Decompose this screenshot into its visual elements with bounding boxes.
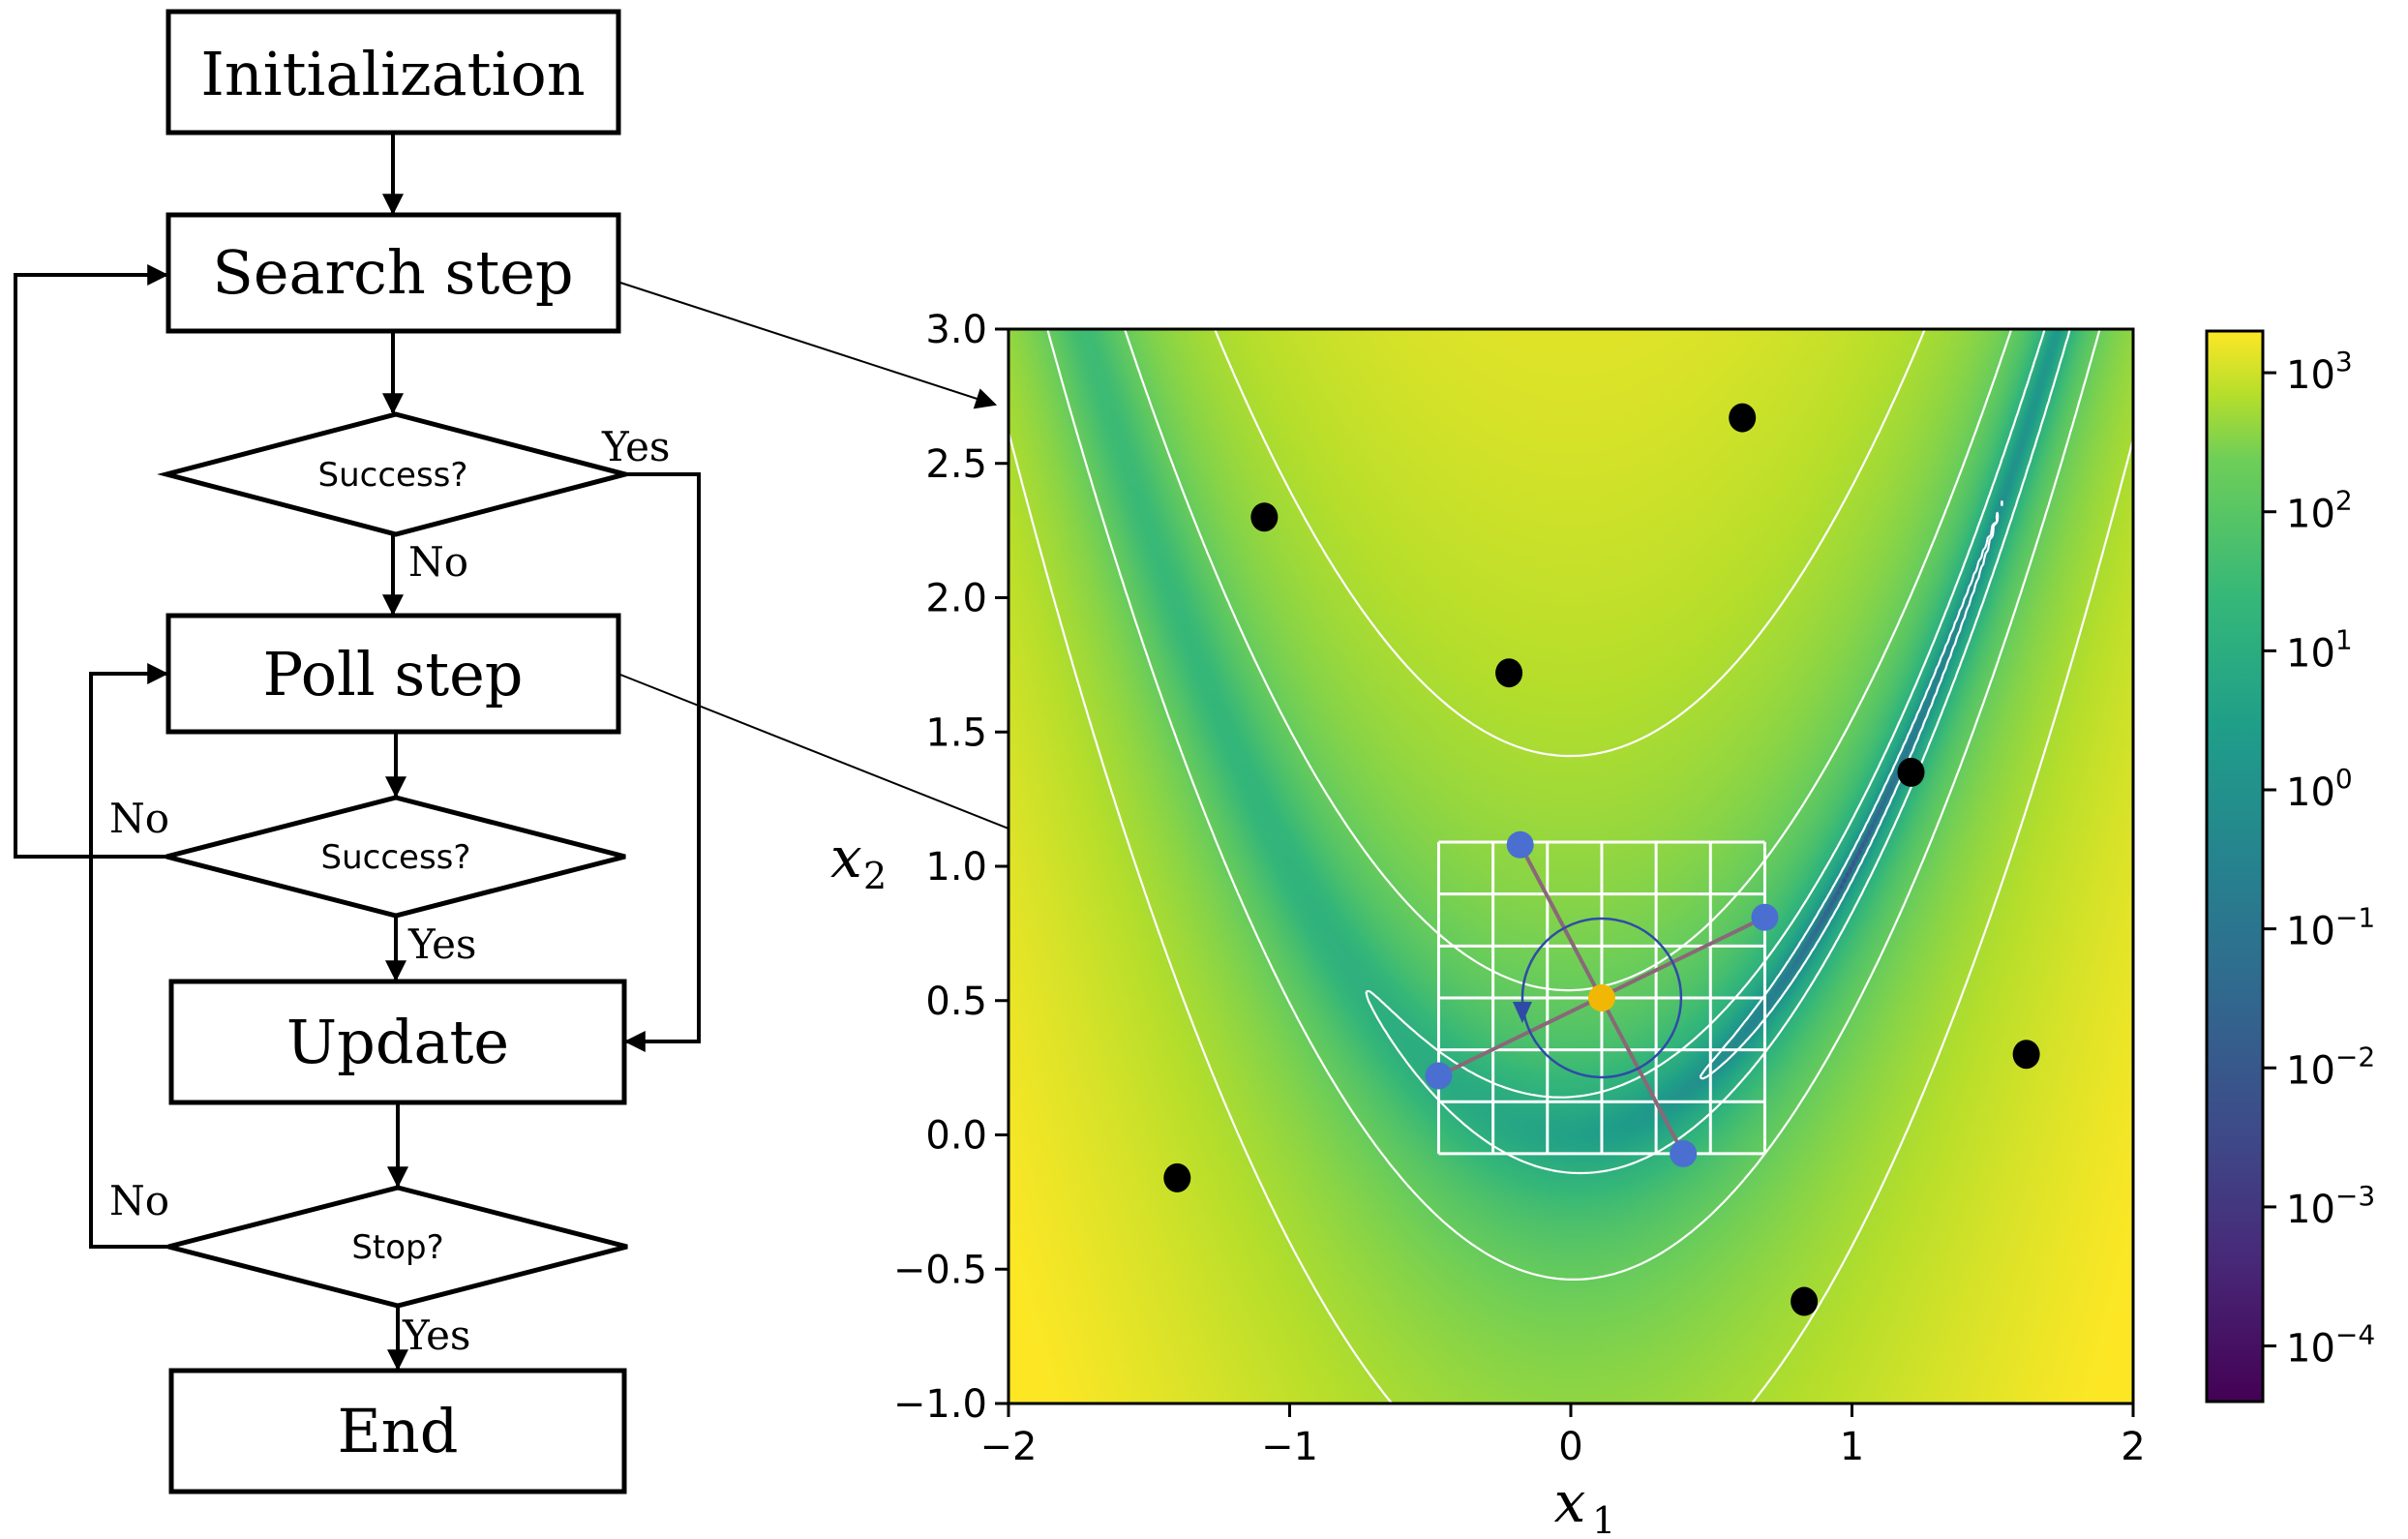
colorbar-tick-label: 10−3 [2286, 1180, 2375, 1232]
colorbar-tick-label: 10−2 [2286, 1041, 2375, 1093]
colorbar-tick-label: 100 [2286, 763, 2353, 815]
search-point [1163, 1162, 1191, 1192]
search-point [1729, 403, 1757, 433]
initialization-label: Initialization [200, 39, 585, 109]
y-tick-label: 0.5 [925, 980, 987, 1024]
x-tick-label: 0 [1558, 1425, 1582, 1469]
colorbar-tick-label: 10−4 [2286, 1319, 2375, 1372]
x-tick-label: −2 [980, 1425, 1038, 1469]
initialization-box [166, 9, 621, 136]
colorbar-tick-label: 102 [2286, 485, 2353, 537]
rotation-arrowhead [1512, 1001, 1532, 1023]
contour-lines [1008, 329, 2133, 1403]
x-axis-label: x 1 [1554, 1469, 1616, 1539]
y-axis-label: x 2 [830, 825, 887, 897]
arrow-decision1-yes-to-update [623, 472, 701, 1052]
end-label: End [338, 1396, 459, 1466]
decision3-no-label: No [109, 1177, 169, 1224]
decision2-no-label: No [109, 795, 169, 842]
contour-line [1008, 329, 2133, 1403]
stop-decision-label: Stop? [351, 1228, 443, 1267]
decision2-yes-label: Yes [407, 920, 477, 968]
rotation-circle [1520, 917, 1683, 1079]
y-tick-label: 1.5 [925, 710, 987, 755]
rosenbrock-heatmap [1008, 329, 2133, 1403]
colorbar: 103 102 101 100 10−1 10−2 10−3 10−4 [2205, 329, 2375, 1403]
x-axis-ticks: −2 −1 0 1 2 [980, 1403, 2146, 1469]
colorbar-tick-label: 101 [2286, 623, 2353, 676]
y-tick-label: 2.5 [925, 442, 987, 487]
rotation-indicator [1512, 917, 1683, 1079]
search-point [1897, 757, 1925, 787]
decision1-yes-label: Yes [601, 423, 671, 470]
svg-text:x: x [830, 825, 862, 890]
search-point [1495, 658, 1523, 688]
search-step-box [166, 212, 621, 334]
poll-point [1751, 903, 1779, 931]
poll-points [1425, 830, 1779, 1167]
search-point [1791, 1286, 1819, 1316]
search-point [1250, 502, 1279, 532]
poll-step-box [166, 613, 621, 735]
y-tick-label: 2.0 [925, 577, 987, 621]
contour-line [1699, 500, 2003, 1080]
contour-plot: −2 −1 0 1 2 −1.0−0.50.00.51.01.52.02.53.0 x … [830, 308, 2146, 1539]
decision1-no-label: No [408, 538, 468, 586]
flowchart-arrows [14, 133, 701, 1372]
svg-text:1: 1 [1592, 1499, 1615, 1539]
colorbar-tick-label: 103 [2286, 346, 2353, 398]
x-tick-label: −1 [1261, 1425, 1318, 1469]
x-tick-label: 2 [2121, 1425, 2145, 1469]
y-axis-ticks: −1.0 −0.5 0.0 0.5 1.0 1.5 2.0 2.5 3.0 [893, 308, 1008, 1427]
svg-text:x: x [1554, 1469, 1586, 1535]
y-tick-label: −1.0 [893, 1382, 987, 1427]
success-decision-1-label: Success? [318, 456, 468, 495]
search-to-plot-arrow [619, 282, 998, 409]
y-tick-label: 1.0 [925, 845, 987, 890]
poll-step-label: Poll step [262, 639, 523, 709]
y-tick-label: −0.5 [893, 1248, 987, 1292]
poll-point [1425, 1062, 1453, 1090]
decision3-yes-label: Yes [402, 1312, 471, 1359]
poll-center-point [1587, 983, 1615, 1011]
poll-point [1670, 1139, 1698, 1167]
svg-text:2: 2 [863, 855, 887, 897]
y-tick-label: 0.0 [925, 1114, 987, 1159]
contour-line [1046, 329, 2101, 1281]
poll-point [1506, 830, 1534, 859]
search-point [2012, 1040, 2040, 1070]
search-step-label: Search step [212, 237, 573, 308]
colorbar-tick-label: 10−1 [2286, 902, 2375, 954]
success-decision-2-label: Success? [321, 838, 471, 877]
end-box [168, 1368, 627, 1494]
contour-line [1365, 329, 2071, 1175]
y-tick-label: 3.0 [925, 308, 987, 352]
search-points [1163, 403, 2040, 1316]
update-label: Update [286, 1007, 509, 1077]
colorbar-gradient [2205, 329, 2265, 1403]
arrow-stop-no-to-poll [89, 663, 169, 1249]
success-decision-1 [157, 411, 635, 537]
colorbar-ticks: 103 102 101 100 10−1 10−2 10−3 10−4 [2263, 346, 2375, 1372]
flowchart: Initialization Search step Success? Poll… [14, 9, 701, 1494]
x-tick-label: 1 [1840, 1425, 1864, 1469]
